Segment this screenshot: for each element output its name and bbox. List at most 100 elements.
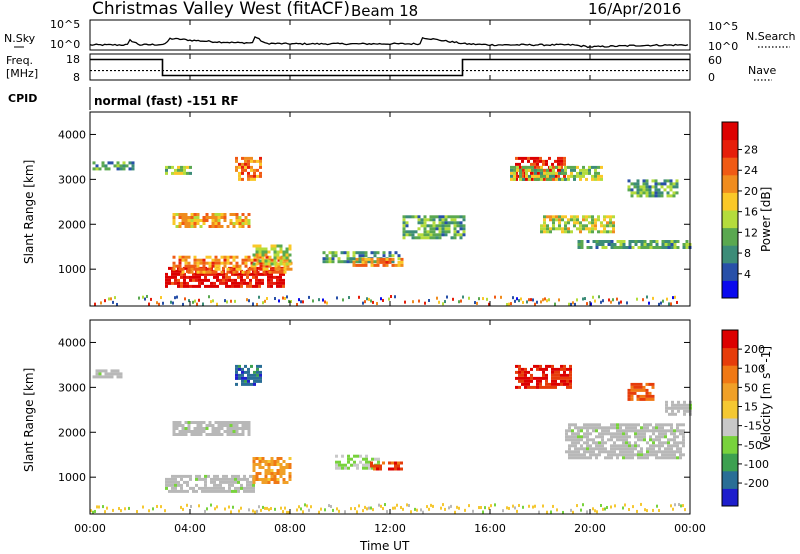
heatmap-cell <box>551 165 554 169</box>
heatmap-cell <box>660 182 664 186</box>
heatmap-cell <box>634 240 638 243</box>
heatmap-cell <box>567 218 570 222</box>
heatmap-cell <box>557 370 560 374</box>
heatmap-cell <box>267 275 270 279</box>
heatmap-cell <box>580 456 583 460</box>
heatmap-cell <box>577 447 580 451</box>
heatmap-cell <box>180 168 183 172</box>
heatmap-cell <box>183 474 186 478</box>
heatmap-cell <box>231 477 234 481</box>
heatmap-cell <box>544 297 546 301</box>
heatmap-cell <box>128 167 132 171</box>
heatmap-cell <box>250 258 254 262</box>
heatmap-cell <box>172 267 176 271</box>
heatmap-cell <box>652 429 655 433</box>
heatmap-cell <box>235 264 239 268</box>
heatmap-cell <box>589 447 592 451</box>
heatmap-cell <box>199 270 203 274</box>
heatmap-cell <box>391 254 395 258</box>
heatmap-cell <box>630 397 634 401</box>
heatmap-cell <box>178 264 182 268</box>
heatmap-cell <box>530 376 533 380</box>
heatmap-cell <box>368 463 371 467</box>
heatmap-cell <box>658 435 661 439</box>
heatmap-cell <box>174 168 177 172</box>
colorbar-swatch <box>722 227 738 246</box>
heatmap-cell <box>255 281 258 285</box>
heatmap-cell <box>341 463 344 467</box>
heatmap-cell <box>213 281 216 285</box>
heatmap-cell <box>612 230 615 234</box>
heatmap-cell <box>568 456 571 460</box>
heatmap-cell <box>545 385 548 389</box>
heatmap-cell <box>177 278 180 282</box>
heatmap-cell <box>543 227 546 231</box>
heatmap-cell <box>661 444 664 448</box>
heatmap-cell <box>557 373 560 377</box>
heatmap-cell <box>426 230 430 234</box>
heatmap-cell <box>631 246 635 249</box>
heatmap-cell <box>187 216 191 219</box>
heatmap-cell <box>235 424 239 427</box>
heatmap-cell <box>532 505 534 509</box>
heatmap-cell <box>518 367 521 371</box>
heatmap-cell <box>576 174 579 178</box>
heatmap-cell <box>563 159 566 163</box>
heatmap-cell <box>352 254 356 258</box>
heatmap-cell <box>228 483 231 487</box>
heatmap-cell <box>633 391 637 395</box>
heatmap-cell <box>512 296 514 300</box>
heatmap-cell <box>524 367 527 371</box>
heatmap-cell <box>394 506 396 510</box>
heatmap-cell <box>276 275 279 279</box>
heatmap-cell <box>583 453 586 457</box>
heatmap-cell <box>240 278 243 282</box>
heatmap-cell <box>208 270 212 274</box>
heatmap-cell <box>560 156 563 160</box>
heatmap-cell <box>402 218 406 222</box>
heatmap-cell <box>633 191 637 195</box>
heatmap-cell <box>661 456 664 460</box>
heatmap-cell <box>400 505 402 509</box>
heatmap-cell <box>648 185 652 189</box>
heatmap-cell <box>183 281 186 285</box>
heatmap-cell <box>630 191 634 195</box>
heatmap-cell <box>645 397 649 401</box>
heatmap-cell <box>666 191 670 195</box>
heatmap-cell <box>570 168 573 172</box>
heatmap-cell <box>513 171 516 175</box>
heatmap-cell <box>258 253 262 257</box>
heatmap-cell <box>640 438 643 442</box>
heatmap-cell <box>232 270 236 274</box>
heatmap-cell <box>622 444 625 448</box>
heatmap-cell <box>219 272 222 276</box>
heatmap-cell <box>186 483 189 487</box>
heatmap-cell <box>598 243 602 246</box>
heatmap-cell <box>411 236 415 240</box>
heatmap-cell <box>657 182 661 186</box>
heatmap-cell <box>259 267 263 271</box>
heatmap-cell <box>388 251 392 255</box>
heatmap-cell <box>192 489 195 493</box>
heatmap-cell <box>592 295 594 299</box>
heatmap-cell <box>285 262 289 266</box>
heatmap-cell <box>282 472 286 475</box>
heatmap-cell <box>613 435 616 439</box>
heatmap-cell <box>679 423 682 427</box>
heatmap-cell <box>637 453 640 457</box>
heatmap-cell <box>636 194 640 198</box>
heatmap-cell <box>285 481 289 484</box>
heatmap-cell <box>626 301 628 305</box>
heatmap-cell <box>226 421 230 424</box>
heatmap-cell <box>671 403 674 407</box>
heatmap-cell <box>661 243 665 246</box>
heatmap-cell <box>202 258 206 262</box>
heatmap-cell <box>261 253 265 257</box>
heatmap-cell <box>655 426 658 430</box>
heatmap-cell <box>606 224 609 228</box>
heatmap-cell <box>210 284 213 288</box>
heatmap-cell <box>577 438 580 442</box>
heatmap-cell <box>261 460 265 463</box>
heatmap-cell <box>193 213 197 216</box>
heatmap-cell <box>453 233 457 237</box>
